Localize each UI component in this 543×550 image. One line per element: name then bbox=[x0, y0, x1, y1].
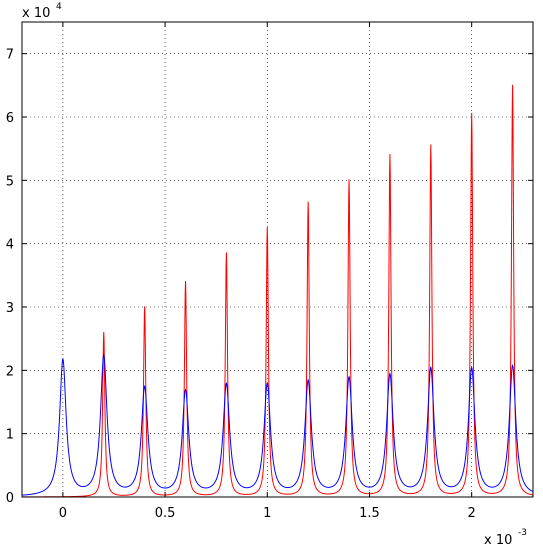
x-tick-label: 0 bbox=[59, 506, 67, 521]
y-tick-label: 5 bbox=[6, 174, 14, 189]
y-tick-label: 7 bbox=[6, 48, 14, 63]
ticks bbox=[22, 22, 533, 498]
y-tick-label: 0 bbox=[6, 491, 14, 506]
y-tick-label: 4 bbox=[6, 238, 14, 253]
x-tick-label: 0.5 bbox=[155, 506, 176, 521]
y-tick-label: 6 bbox=[6, 111, 14, 126]
y-multiplier: x 10 4 bbox=[22, 2, 62, 21]
y-multiplier-base: x 10 bbox=[22, 6, 50, 21]
plot-background bbox=[22, 22, 533, 497]
x-tick-label: 1 bbox=[263, 506, 271, 521]
tick-labels: 0 0.5 1 1.5 2 0 1 2 3 4 5 6 7 bbox=[6, 48, 476, 521]
y-tick-label: 2 bbox=[6, 364, 14, 379]
y-tick-label: 3 bbox=[6, 301, 14, 316]
x-multiplier-exponent: -3 bbox=[518, 528, 527, 538]
y-multiplier-exponent: 4 bbox=[56, 2, 62, 12]
x-tick-label: 2 bbox=[468, 506, 476, 521]
series-line-red bbox=[22, 84, 534, 498]
series-line-blue bbox=[21, 353, 534, 496]
y-tick-label: 1 bbox=[6, 428, 14, 443]
x-multiplier: x 10 -3 bbox=[484, 528, 527, 548]
x-multiplier-base: x 10 bbox=[484, 533, 512, 548]
series-layer bbox=[21, 84, 534, 498]
x-tick-label: 1.5 bbox=[359, 506, 380, 521]
plot-frame bbox=[21, 21, 534, 498]
